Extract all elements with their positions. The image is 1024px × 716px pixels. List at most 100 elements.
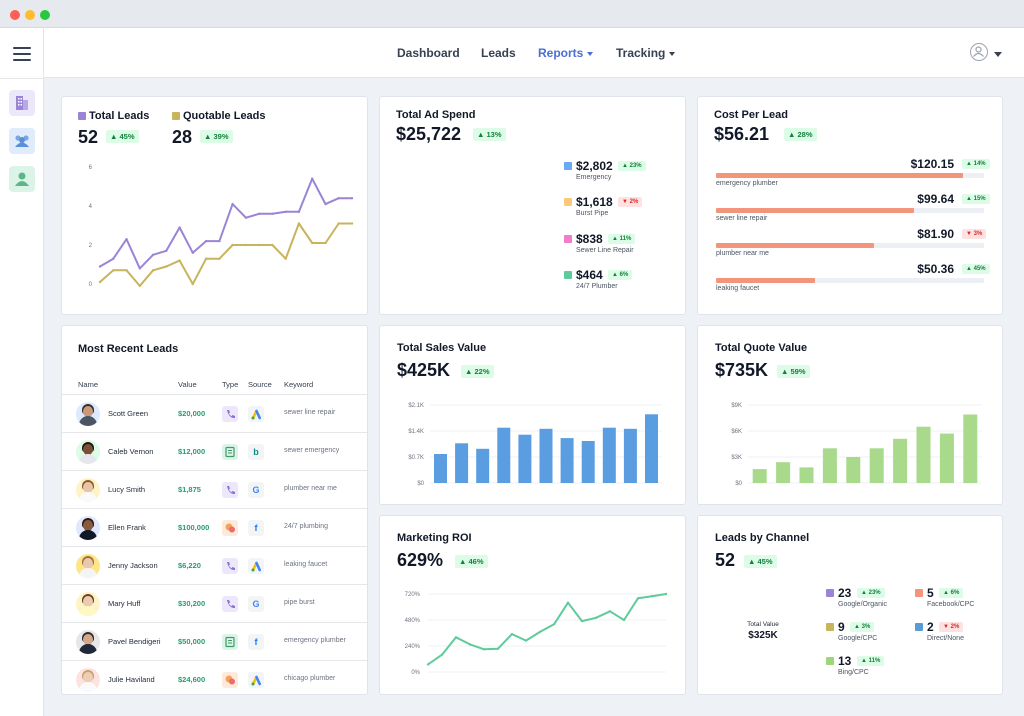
ad-spend-item-change-badge: ▲ 11%	[608, 234, 636, 244]
data-point	[552, 623, 556, 626]
nav-label: Tracking	[616, 46, 666, 60]
avatar	[76, 478, 100, 502]
table-row[interactable]: Scott Green $20,000 sewer line repair	[62, 394, 367, 432]
data-point	[258, 243, 261, 247]
data-point	[218, 239, 221, 243]
y-tick-label: $0	[417, 481, 424, 487]
lead-name[interactable]: Mary Huff	[108, 599, 141, 608]
channel-label: Google/Organic	[838, 601, 888, 608]
channel-count: 5	[927, 586, 934, 600]
data-point	[594, 616, 598, 619]
total-leads-value: 52	[78, 127, 99, 147]
user-icon[interactable]	[9, 166, 35, 192]
bar	[476, 448, 490, 483]
data-point	[204, 257, 208, 260]
minimize-window-button[interactable]	[25, 10, 35, 20]
data-point	[337, 197, 340, 200]
data-point	[178, 259, 181, 262]
bar	[846, 457, 861, 483]
building-icon[interactable]	[9, 90, 35, 116]
leads-by-channel-title: Leads by Channel	[715, 532, 810, 544]
account-menu-caret-icon[interactable]	[994, 52, 1002, 57]
account-avatar-icon[interactable]	[970, 43, 988, 61]
sales-value-value: $425K	[397, 360, 451, 380]
data-point	[218, 257, 221, 260]
column-header-type: Type	[222, 380, 239, 389]
avatar-face	[83, 406, 93, 417]
data-point	[284, 210, 287, 213]
nav-dashboard[interactable]: Dashboard	[397, 46, 460, 60]
data-point	[324, 202, 327, 206]
lead-keyword: leaking faucet	[284, 561, 328, 568]
lead-keyword: emergency plumber	[284, 637, 346, 644]
phone-call-icon	[222, 596, 238, 612]
channel-count: 9	[838, 620, 845, 634]
ad-spend-item-value: $838	[576, 232, 603, 246]
legend-swatch	[564, 198, 572, 206]
data-point	[622, 618, 626, 622]
lead-name[interactable]: Julie Haviland	[108, 675, 155, 684]
cpl-bar-track	[716, 243, 984, 248]
lead-name[interactable]: Lucy Smith	[108, 485, 146, 494]
lead-keyword: sewer line repair	[284, 409, 336, 416]
lead-name[interactable]: Ellen Frank	[108, 523, 146, 532]
data-point	[271, 212, 274, 215]
marketing-roi-card: Marketing ROI 629% ▲ 46% 720% 480% 240% 0%	[379, 515, 686, 695]
lead-name[interactable]: Pavel Bendigeri	[108, 637, 161, 646]
cpl-row-value: $50.36	[917, 262, 954, 276]
quotable-leads-line	[99, 222, 352, 287]
lead-name[interactable]: Jenny Jackson	[108, 561, 158, 570]
nav-reports[interactable]: Reports	[538, 46, 594, 60]
quote-value-value: $735K	[715, 360, 769, 380]
data-point	[112, 257, 115, 260]
channel-label: Facebook/CPC	[927, 601, 975, 608]
avatar	[76, 402, 100, 426]
total-leads-change-badge: ▲ 45%	[106, 130, 139, 143]
maximize-window-button[interactable]	[40, 10, 50, 20]
channel-change-badge: ▲ 23%	[857, 588, 885, 598]
data-point	[125, 238, 128, 241]
data-point	[138, 267, 141, 270]
team-icon[interactable]	[9, 128, 35, 154]
sales-value-change-badge: ▲ 22%	[461, 365, 494, 378]
lead-value: $30,200	[178, 599, 206, 608]
avatar-body	[79, 530, 97, 540]
table-row[interactable]: Caleb Vernon $12,000 b sewer emergency	[62, 432, 367, 470]
facebook-icon: f	[248, 520, 264, 536]
table-row[interactable]: Pavel Bendigeri $50,000 f emergency plumber	[62, 622, 367, 660]
data-point	[468, 643, 472, 646]
avatar	[76, 630, 100, 654]
lead-name[interactable]: Caleb Vernon	[108, 447, 154, 456]
lead-name[interactable]: Scott Green	[108, 409, 149, 418]
table-row[interactable]: Julie Haviland $24,600 chicago plumber	[62, 660, 367, 694]
ad-spend-item-label: Burst Pipe	[576, 210, 609, 217]
phone-call-icon	[222, 558, 238, 574]
legend-swatch	[564, 271, 572, 279]
data-point	[636, 597, 640, 600]
avatar-body	[79, 682, 97, 692]
lead-value: $20,000	[178, 409, 206, 418]
data-point	[538, 630, 542, 634]
data-point	[337, 222, 340, 225]
ad-spend-item-label: 24/7 Plumber	[576, 283, 618, 290]
nav-leads[interactable]: Leads	[481, 46, 516, 60]
lead-value: $12,000	[178, 447, 206, 456]
chevron-down-icon	[669, 51, 676, 56]
total-leads-line	[99, 177, 352, 270]
leads-by-channel-value: 52	[715, 550, 736, 570]
sales-value-bar-chart: $2.1K $1.4K $0.7K $0	[408, 403, 662, 487]
data-point	[98, 265, 102, 268]
avatar	[76, 554, 100, 578]
nav-tracking[interactable]: Tracking	[616, 46, 676, 60]
channel-label: Google/CPC	[838, 635, 878, 642]
channel-change-badge: ▲ 3%	[850, 622, 875, 632]
table-row[interactable]: Ellen Frank $100,000 f 24/7 plumbing	[62, 508, 367, 546]
close-window-button[interactable]	[10, 10, 20, 20]
lead-value: $50,000	[178, 637, 206, 646]
total-leads-line-chart: 6 4 2 0	[89, 165, 354, 288]
data-point	[297, 222, 301, 225]
menu-icon[interactable]	[13, 47, 31, 61]
table-row[interactable]: Jenny Jackson $6,220 leaking faucet	[62, 546, 367, 584]
